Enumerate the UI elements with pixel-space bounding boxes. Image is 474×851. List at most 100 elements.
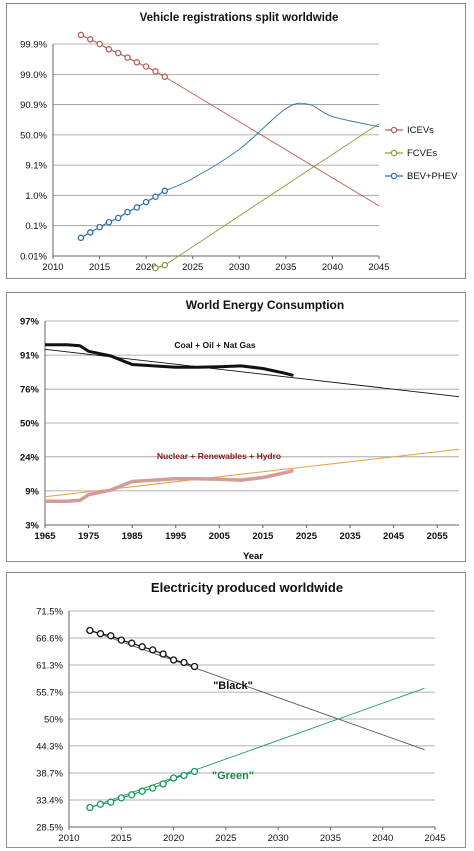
x-tick-label: 1965 xyxy=(34,531,56,542)
x-tick-label: 2020 xyxy=(163,833,184,844)
legend-marker xyxy=(390,149,398,157)
x-tick-label: 1975 xyxy=(78,531,100,542)
y-tick-label: 99.9% xyxy=(20,40,47,51)
x-tick-label: 2045 xyxy=(383,531,405,542)
annotation-label: "Black" xyxy=(213,680,253,692)
vehicle-registrations-chart-panel: Vehicle registrations split worldwide 0.… xyxy=(6,3,466,279)
data-point xyxy=(86,803,94,812)
x-tick-label: 2025 xyxy=(182,262,203,273)
y-tick-label: 76% xyxy=(20,385,40,396)
data-point xyxy=(114,49,122,57)
y-tick-label: 0.01% xyxy=(20,252,47,263)
x-tick-label: 2010 xyxy=(42,262,63,273)
data-point xyxy=(159,650,167,658)
x-tick-label: 2025 xyxy=(215,833,236,844)
data-point xyxy=(128,639,136,647)
y-tick-label: 3% xyxy=(25,521,39,532)
data-point xyxy=(161,261,169,269)
trend-line-0 xyxy=(89,630,425,751)
data-point xyxy=(152,193,159,200)
x-tick-label: 2035 xyxy=(320,833,341,844)
x-tick-label: 1985 xyxy=(122,531,144,542)
x-tick-label: 2025 xyxy=(296,531,318,542)
y-tick-label: 44.3% xyxy=(36,741,63,752)
x-tick-label: 2015 xyxy=(89,262,110,273)
data-point xyxy=(133,59,141,66)
series-line-0 xyxy=(45,343,294,377)
x-tick-label: 1995 xyxy=(165,531,187,542)
legend-label: ICEVs xyxy=(407,125,434,136)
vehicle-registrations-chart: Vehicle registrations split worldwide 0.… xyxy=(20,12,458,273)
x-axis-label: Year xyxy=(243,551,263,562)
y-tick-label: 50.0% xyxy=(20,130,47,141)
data-point xyxy=(114,214,122,222)
data-point xyxy=(161,187,169,195)
legend-marker xyxy=(390,172,398,180)
y-tick-label: 55.7% xyxy=(36,688,63,699)
trend-line-1 xyxy=(89,687,425,808)
data-point xyxy=(149,784,157,792)
x-tick-label: 2055 xyxy=(427,531,449,542)
data-point xyxy=(133,204,141,211)
data-point xyxy=(149,646,157,654)
data-point xyxy=(96,40,103,48)
y-tick-label: 97% xyxy=(20,317,40,328)
y-tick-label: 90.9% xyxy=(20,100,47,111)
world-energy-chart: World Energy Consumption Year 3% 9% 24% 50%… xyxy=(20,298,460,562)
data-point xyxy=(96,630,105,638)
data-point xyxy=(169,656,178,664)
x-tick-label: 2035 xyxy=(339,531,361,542)
x-tick-label: 2030 xyxy=(268,833,289,844)
y-tick-label: 50% xyxy=(44,715,64,726)
data-point xyxy=(128,791,136,799)
legend-marker xyxy=(390,126,398,134)
annotation-label: Nuclear + Renewables + Hydro xyxy=(157,451,281,461)
y-tick-label: 28.5% xyxy=(36,823,63,834)
data-point xyxy=(96,800,105,808)
data-point xyxy=(105,218,113,226)
legend-label: BEV+PHEV xyxy=(407,171,458,182)
x-tick-label: 2015 xyxy=(111,833,132,844)
x-tick-label: 2040 xyxy=(372,833,393,844)
data-point xyxy=(107,632,115,640)
y-tick-label: 9.1% xyxy=(25,161,47,172)
y-tick-label: 99.0% xyxy=(20,70,47,81)
data-point xyxy=(87,36,94,43)
trend-line-2 xyxy=(164,102,380,192)
electricity-chart: Electricity produced worldwide 28.5% 33.4… xyxy=(36,580,446,844)
data-point xyxy=(96,223,103,231)
y-tick-label: 91% xyxy=(20,351,40,362)
legend-label: FCVEs xyxy=(407,148,437,159)
x-tick-label: 2045 xyxy=(368,262,389,273)
x-tick-label: 2005 xyxy=(209,531,231,542)
x-tick-label: 2020 xyxy=(136,262,157,273)
x-tick-label: 2010 xyxy=(58,833,79,844)
series-line-1 xyxy=(45,468,294,503)
y-tick-label: 38.7% xyxy=(36,769,63,780)
chart-title: Electricity produced worldwide xyxy=(151,580,343,595)
annotation-label: "Green" xyxy=(212,770,254,782)
world-energy-chart-panel: World Energy Consumption Year 3% 9% 24% 50%… xyxy=(6,292,466,562)
data-point xyxy=(180,771,188,780)
annotation-label: Coal + Oil + Nat Gas xyxy=(174,340,256,350)
x-tick-label: 2035 xyxy=(275,262,296,273)
y-tick-label: 1.0% xyxy=(25,191,47,202)
trend-line-0 xyxy=(164,76,380,207)
y-tick-label: 50% xyxy=(20,419,40,430)
data-point xyxy=(86,626,94,635)
data-point xyxy=(124,54,131,61)
electricity-chart-panel: Electricity produced worldwide 28.5% 33.4… xyxy=(6,572,466,848)
series-line-0 xyxy=(80,34,166,78)
y-tick-label: 9% xyxy=(25,486,39,497)
chart-title: Vehicle registrations split worldwide xyxy=(140,12,339,24)
data-point xyxy=(152,68,159,75)
trend-line-1 xyxy=(164,123,380,266)
data-point xyxy=(87,229,94,236)
y-tick-label: 0.1% xyxy=(25,221,47,232)
data-point xyxy=(142,63,150,70)
data-point xyxy=(105,46,113,53)
chart-title: World Energy Consumption xyxy=(186,298,344,312)
x-tick-label: 2015 xyxy=(252,531,274,542)
y-tick-label: 71.5% xyxy=(36,607,63,618)
data-point xyxy=(152,264,159,272)
